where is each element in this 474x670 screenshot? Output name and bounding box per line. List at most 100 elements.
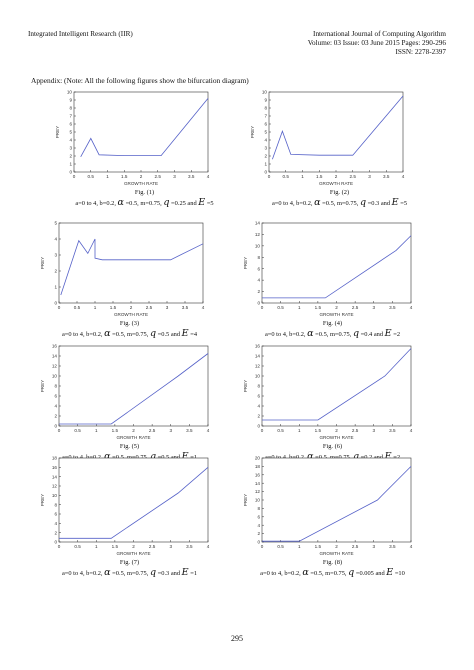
- x-tick-label: 3.5: [389, 544, 396, 549]
- y-tick-label: 10: [255, 374, 261, 379]
- x-tick-label: 1: [106, 174, 109, 179]
- x-tick-label: 0: [261, 544, 264, 549]
- y-tick-label: 0: [264, 170, 267, 175]
- y-tick-label: 6: [54, 394, 57, 399]
- x-tick-label: 3.5: [188, 174, 195, 179]
- e-symbol: E: [198, 197, 206, 208]
- y-tick-label: 10: [255, 243, 261, 248]
- bifurcation-plot-3: 0 1 2 3 4 5 0 0.5 1 1.5 2 2.5 3 3.5 4 GROWTH RATE PREY: [40, 221, 205, 317]
- x-tick-label: 1.5: [110, 305, 117, 310]
- figure-8: 0 2 4 6 8 10 12 14 16 18 20 0 0.5 1 1.5 2 2.5 3 3.5 4 GROWTH…: [240, 454, 425, 578]
- params-e: =1: [190, 454, 198, 461]
- y-tick-label: 8: [54, 502, 57, 507]
- y-tick-label: 12: [52, 484, 58, 489]
- y-tick-label: 6: [69, 122, 72, 127]
- y-tick-label: 18: [255, 464, 261, 469]
- figure-caption: Fig. (7): [119, 559, 140, 566]
- x-tick-label: 2: [335, 544, 338, 549]
- x-axis-label: GROWTH RATE: [114, 312, 148, 317]
- bifurcation-plot-1: 0 1 2 3 4 5 6 7 8 9 10 0 0.5 1 1.5 2 2.5 3 3.5 4 GROWTH RATE…: [55, 90, 210, 186]
- params-prefix: a=0 to 4, b=0.2,: [61, 454, 103, 461]
- y-tick-label: 2: [257, 414, 260, 419]
- x-tick-label: 0.5: [74, 428, 81, 433]
- x-tick-label: 3: [368, 174, 371, 179]
- y-axis-label: PREY: [243, 380, 248, 393]
- q-symbol: q: [149, 328, 157, 339]
- y-tick-label: 3: [54, 253, 57, 258]
- y-tick-label: 4: [54, 521, 57, 526]
- alpha-symbol: α: [302, 567, 309, 578]
- x-tick-label: 2: [335, 174, 338, 179]
- params-q: =0.005 and: [355, 570, 385, 577]
- x-tick-label: 0.5: [277, 428, 284, 433]
- y-tick-label: 18: [52, 456, 58, 461]
- x-tick-label: 3.5: [389, 428, 396, 433]
- e-symbol: E: [384, 451, 392, 462]
- alpha-symbol: α: [104, 451, 111, 462]
- x-tick-label: 1: [298, 544, 301, 549]
- y-tick-label: 1: [264, 162, 267, 167]
- journal-volume: Volume: 03 Issue: 03 June 2015 Pages: 29…: [307, 39, 446, 47]
- x-axis-label: GROWTH RATE: [319, 181, 353, 186]
- y-tick-label: 2: [257, 289, 260, 294]
- x-tick-label: 4: [207, 544, 210, 549]
- x-tick-label: 1: [94, 305, 97, 310]
- alpha-symbol: α: [314, 197, 321, 208]
- x-tick-label: 0: [58, 305, 61, 310]
- y-axis-label: PREY: [55, 126, 60, 139]
- x-tick-label: 2.5: [149, 544, 156, 549]
- x-tick-label: 1.5: [121, 174, 128, 179]
- x-axis-label: GROWTH RATE: [116, 551, 150, 556]
- y-tick-label: 0: [257, 301, 260, 306]
- bifurcation-plot-5: 0 2 4 6 8 10 12 14 16 0 0.5 1 1.5 2 2.5 3 3.5 4 GROWTH RAT…: [40, 344, 210, 440]
- x-tick-label: 0.5: [88, 174, 95, 179]
- params-q: =0.5 and: [157, 331, 181, 338]
- params-prefix: a=0 to 4, b=0.2,: [61, 331, 103, 338]
- x-tick-label: 2.5: [146, 305, 153, 310]
- y-tick-label: 3: [69, 146, 72, 151]
- e-symbol: E: [386, 567, 394, 578]
- params-e: =5: [206, 200, 214, 207]
- y-tick-label: 10: [52, 493, 58, 498]
- y-tick-label: 4: [257, 278, 260, 283]
- bifurcation-curve: [262, 235, 412, 299]
- y-tick-label: 0: [257, 540, 260, 545]
- journal-publisher: Integrated Intelligent Research (IIR): [28, 30, 133, 38]
- journal-issn: ISSN: 2278-2397: [395, 48, 446, 56]
- x-tick-label: 3: [372, 544, 375, 549]
- y-tick-label: 16: [255, 344, 261, 349]
- params-q: =0.5 and: [157, 454, 181, 461]
- alpha-symbol: α: [307, 451, 314, 462]
- bifurcation-plot-2: 0 1 2 3 4 5 6 7 8 9 10 0 0.5 1 1.5 2 2.5 3 3.5 4 GROWTH RATE…: [250, 90, 405, 186]
- params-alpha: =0.5, m=0.75,: [112, 454, 149, 461]
- params-alpha: =0.5, m=0.75,: [112, 570, 149, 577]
- y-tick-label: 5: [69, 130, 72, 135]
- x-tick-label: 0: [58, 544, 61, 549]
- x-axis-label: GROWTH RATE: [319, 435, 353, 440]
- e-symbol: E: [384, 328, 392, 339]
- bifurcation-curve: [262, 348, 412, 421]
- params-alpha: =0.5, m=0.75,: [315, 331, 352, 338]
- params-e: =10: [394, 570, 405, 577]
- figure-caption: Fig. (5): [119, 443, 140, 450]
- x-tick-label: 3.5: [182, 305, 189, 310]
- figure-parameters: a=0 to 4, b=0.2, α =0.5, m=0.75, q =0.5 …: [37, 451, 222, 462]
- y-tick-label: 10: [255, 498, 261, 503]
- y-tick-label: 12: [255, 232, 261, 237]
- y-tick-label: 9: [69, 98, 72, 103]
- alpha-symbol: α: [307, 328, 314, 339]
- x-tick-label: 2.5: [149, 428, 156, 433]
- x-tick-label: 0.5: [277, 544, 284, 549]
- figure-7: 0 2 4 6 8 10 12 14 16 18 0 0.5 1 1.5 2 2.5 3 3.5 4 GROWTH R…: [37, 454, 222, 578]
- y-tick-label: 2: [54, 269, 57, 274]
- y-tick-label: 2: [264, 154, 267, 159]
- journal-title: International Journal of Computing Algor…: [313, 30, 446, 38]
- y-tick-label: 1: [69, 162, 72, 167]
- plot-frame: [58, 457, 209, 543]
- bifurcation-curve: [272, 95, 404, 160]
- y-tick-label: 0: [54, 301, 57, 306]
- y-tick-label: 0: [54, 540, 57, 545]
- figure-6: 0 2 4 6 8 10 12 14 16 0 0.5 1 1.5 2 2.5 3 3.5 4 GROWTH RAT…: [240, 342, 425, 462]
- plot-frame: [58, 345, 209, 427]
- params-alpha: =0.5, m=0.75,: [310, 570, 347, 577]
